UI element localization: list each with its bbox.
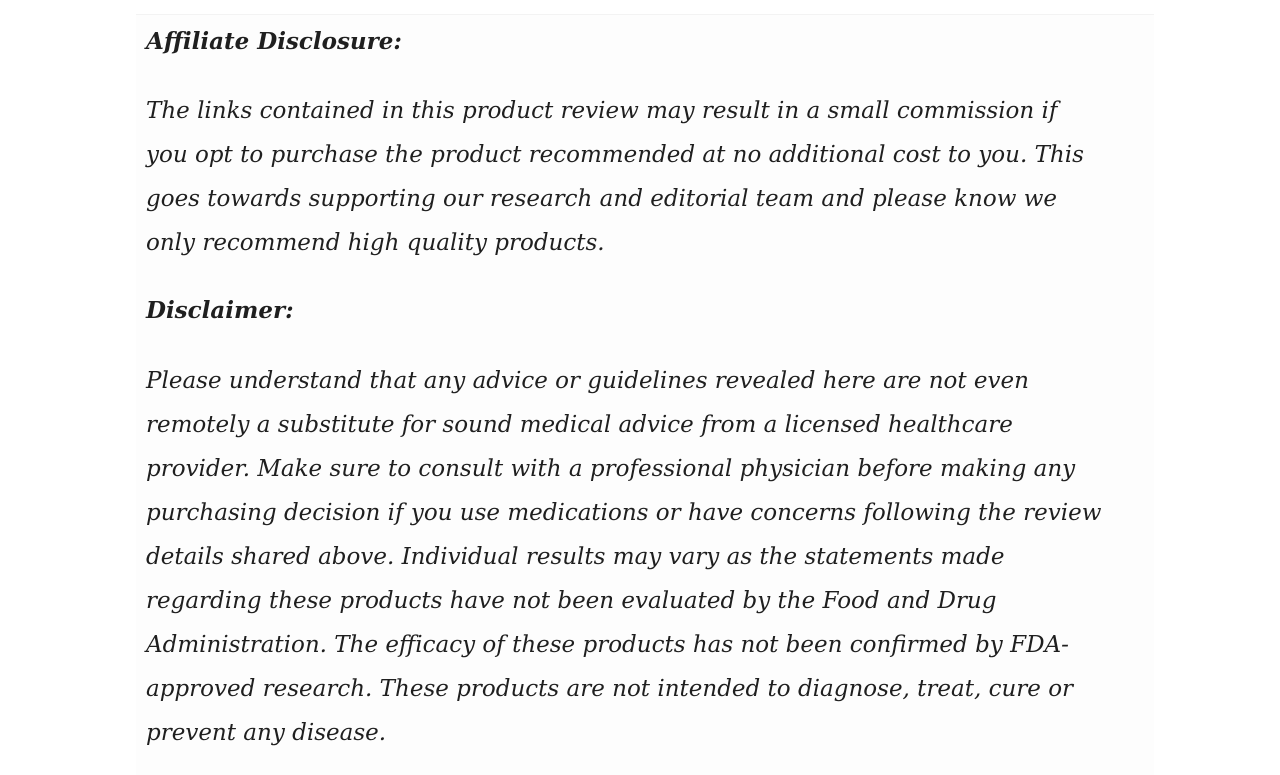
- disclaimer-heading: Disclaimer:: [146, 297, 294, 324]
- affiliate-disclosure-text: The links contained in this product revi…: [146, 89, 1084, 265]
- text-line: The links contained in this product revi…: [146, 98, 1058, 124]
- text-line: approved research. These products are no…: [146, 676, 1074, 702]
- text-line: Please understand that any advice or gui…: [146, 368, 1029, 394]
- disclaimer-text: Please understand that any advice or gui…: [146, 359, 1101, 755]
- text-line: goes towards supporting our research and…: [146, 186, 1058, 212]
- text-line: prevent any disease.: [146, 720, 387, 746]
- text-line: only recommend high quality products.: [146, 230, 605, 256]
- content-panel: [136, 14, 1154, 775]
- text-line: purchasing decision if you use medicatio…: [146, 500, 1102, 526]
- text-line: Administration. The efficacy of these pr…: [146, 632, 1069, 658]
- affiliate-disclosure-heading: Affiliate Disclosure:: [146, 28, 402, 55]
- text-line: remotely a substitute for sound medical …: [146, 412, 1013, 438]
- text-line: regarding these products have not been e…: [146, 588, 997, 614]
- text-line: you opt to purchase the product recommen…: [146, 142, 1084, 168]
- text-line: details shared above. Individual results…: [146, 544, 1005, 570]
- text-line: provider. Make sure to consult with a pr…: [146, 456, 1076, 482]
